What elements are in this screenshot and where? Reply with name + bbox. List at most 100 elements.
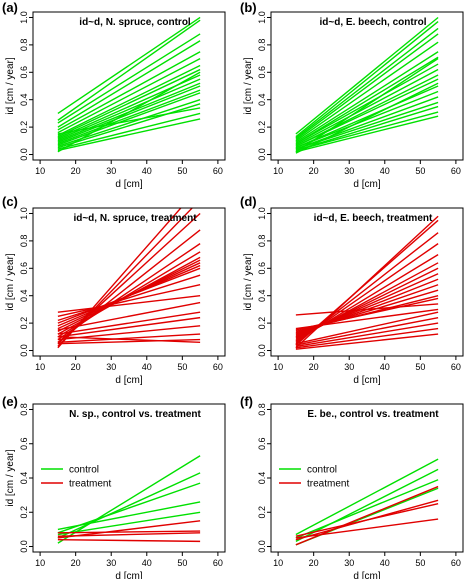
y-tick-label: 1.0 [257,11,267,24]
series-line-12 [57,274,201,322]
series-line-5 [295,485,439,546]
y-tick-label: 0.8 [19,403,29,416]
panel-b: 10 20 30 40 50 60 0.0 0.2 0.4 0.6 0.8 1.0 d [cm] id [… [240,0,464,190]
series-line-5 [57,511,201,536]
x-tick-label: 60 [451,558,461,568]
series-line-11 [57,267,201,324]
x-tick-label: 40 [380,166,390,176]
series-line-6 [57,57,201,134]
panel-title: id~d, E. beech, treatment [314,213,433,224]
x-tick-label: 20 [71,166,81,176]
series-line-12 [295,85,439,149]
panel-title: id~d, E. beech, control [320,17,427,28]
y-tick-label: 0.2 [19,121,29,134]
x-tick-label: 50 [415,166,425,176]
series-line-7 [57,530,201,534]
y-tick-label: 0.4 [19,289,29,302]
panel-d: 10 20 30 40 50 60 0.0 0.2 0.4 0.6 0.8 1.0 d [cm] id [… [240,194,464,386]
series-line-6 [295,51,439,143]
series-line-8 [295,518,439,539]
x-axis-label: d [cm] [115,571,142,579]
legend-label: control [69,465,99,476]
y-tick-label: 0.6 [257,66,267,79]
y-tick-label: 0.4 [257,93,267,106]
series-line-9 [57,538,201,543]
series-line-20 [295,333,439,350]
series-line-4 [295,33,439,141]
series-group [295,16,439,154]
y-tick-label: 0.6 [257,437,267,450]
y-tick-label: 0.6 [19,66,29,79]
y-tick-label: 0.0 [19,540,29,553]
y-tick-label: 0.8 [257,235,267,248]
panel-c: 10 20 30 40 50 60 0.0 0.2 0.4 0.6 0.8 1.0 d [cm] id [… [2,194,226,386]
series-line-1 [57,455,201,544]
series-line-7 [295,56,439,145]
x-tick-label: 50 [177,362,187,372]
series-line-17 [295,316,439,346]
series-line-20 [295,82,439,154]
y-tick-label: 0.4 [257,289,267,302]
series-line-11 [295,78,439,147]
x-tick-label: 40 [380,362,390,372]
x-tick-label: 20 [309,362,319,372]
series-line-9 [295,68,439,146]
x-tick-label: 30 [106,166,116,176]
x-tick-label: 20 [309,558,319,568]
x-tick-label: 50 [177,558,187,568]
series-line-3 [57,33,201,124]
y-axis-label: id [cm / year] [243,57,254,114]
y-tick-label: 0.2 [257,121,267,134]
x-tick-label: 60 [213,558,223,568]
series-line-19 [57,118,201,152]
x-tick-label: 40 [142,166,152,176]
series-group [295,458,439,546]
series-line-15 [295,308,439,330]
series-group [57,208,201,349]
series-line-16 [57,103,201,149]
series-line-12 [57,85,201,143]
series-line-13 [295,90,439,149]
x-axis-label: d [cm] [115,179,142,190]
y-tick-label: 0.4 [19,472,29,485]
y-axis-label: id [cm / year] [243,253,254,310]
series-line-20 [57,71,201,153]
panel-label: (e) [2,394,18,409]
panel-a: 10 20 30 40 50 60 0.0 0.2 0.4 0.6 0.8 1.0 d [cm] id [… [2,0,226,190]
x-tick-label: 60 [451,166,461,176]
series-line-2 [57,472,201,539]
y-tick-label: 1.0 [19,207,29,220]
x-tick-label: 60 [213,362,223,372]
series-line-16 [295,311,439,345]
series-line-1 [295,458,439,536]
series-line-5 [295,41,439,142]
y-tick-label: 0.4 [257,472,267,485]
series-line-14 [295,303,439,316]
x-tick-label: 10 [35,166,45,176]
x-axis-label: d [cm] [353,571,380,579]
series-line-14 [295,96,439,150]
y-tick-label: 0.2 [257,506,267,519]
y-tick-label: 0.2 [19,317,29,330]
x-tick-label: 50 [177,166,187,176]
x-tick-label: 50 [415,362,425,372]
y-tick-label: 0.0 [19,344,29,357]
series-line-13 [57,284,201,317]
panel-label: (f) [240,394,253,409]
series-line-1 [295,16,439,135]
x-tick-label: 60 [451,362,461,372]
series-group [295,215,439,350]
y-tick-label: 0.8 [257,403,267,416]
y-axis-label: id [cm / year] [5,449,16,506]
series-line-21 [57,336,201,343]
x-tick-label: 20 [309,166,319,176]
plot-frame [270,207,464,357]
series-line-2 [57,19,201,121]
y-tick-label: 0.8 [19,39,29,52]
series-line-19 [295,58,439,153]
plot-frame [270,11,464,161]
series-line-2 [295,468,439,543]
x-tick-label: 40 [142,362,152,372]
panel-e: 10 20 30 40 50 60 0.0 0.2 0.4 0.6 0.8 d [cm] id [cm … [2,394,226,579]
